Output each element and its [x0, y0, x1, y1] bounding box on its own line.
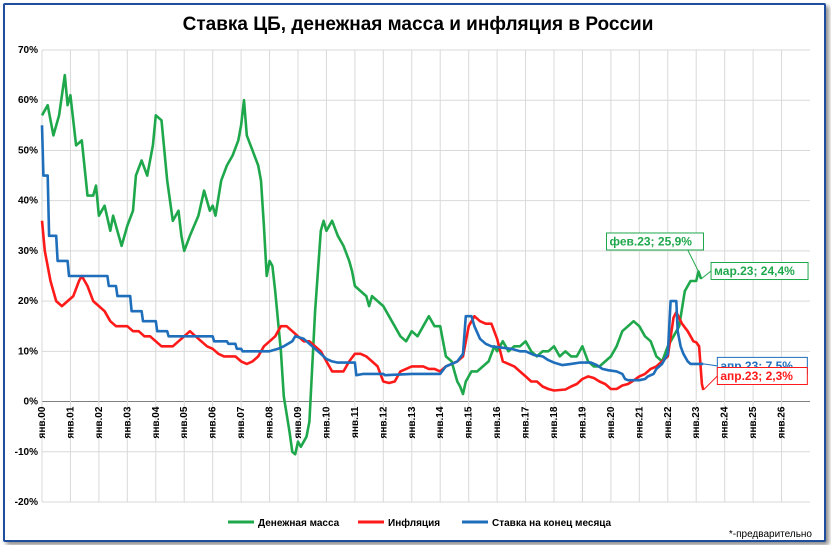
- legend-label: Денежная масса: [258, 518, 340, 529]
- x-tick-label: янв.05: [179, 406, 190, 438]
- x-tick-label: янв.03: [122, 406, 133, 438]
- y-tick-label: -20%: [15, 497, 38, 508]
- x-tick-label: янв.13: [407, 406, 418, 438]
- y-tick-label: 10%: [18, 346, 38, 357]
- series-line-2: [40, 220, 705, 392]
- annotation-leader: [700, 270, 712, 280]
- x-tick-label: янв.17: [521, 406, 532, 438]
- data-annotations: фев.23; 25,9%мар.23; 24,4%апр.23; 7,5%ап…: [605, 232, 809, 391]
- x-tick-label: янв.24: [720, 406, 731, 438]
- x-axis-ticks: янв.00 янв.01 янв.02 янв.03 янв.04 янв.05 янв.…: [37, 406, 788, 438]
- x-tick-label: янв.11: [350, 406, 361, 438]
- x-tick-label: янв.04: [151, 406, 162, 438]
- annotation-leader: [702, 375, 718, 391]
- footnote: *-предварительно: [729, 529, 813, 540]
- y-tick-label: 70%: [18, 45, 38, 56]
- y-tick-label: 20%: [18, 296, 38, 307]
- annotation-label: апр.23; 2,3%: [720, 369, 793, 383]
- y-tick-label: 40%: [18, 196, 38, 207]
- x-tick-label: янв.23: [691, 406, 702, 438]
- x-tick-label: янв.01: [65, 406, 76, 438]
- x-tick-label: янв.26: [777, 406, 788, 438]
- annotation-label: фев.23; 25,9%: [609, 234, 692, 248]
- y-tick-label: 60%: [18, 95, 38, 106]
- x-tick-label: янв.06: [208, 406, 219, 438]
- x-tick-label: янв.02: [94, 406, 105, 438]
- legend: Денежная масса Инфляция Ставка на конец ме…: [228, 517, 612, 529]
- x-tick-label: янв.16: [492, 406, 503, 438]
- x-tick-label: янв.15: [464, 406, 475, 438]
- x-tick-label: янв.14: [435, 406, 446, 438]
- series-line-3: [40, 125, 704, 382]
- x-tick-label: янв.25: [748, 406, 759, 438]
- y-axis-ticks: -20% -10% 0% 10% 20% 30% 40% 50% 60% 70%: [15, 45, 38, 508]
- series-line-1: [40, 73, 703, 456]
- x-tick-label: янв.20: [606, 406, 617, 438]
- x-tick-label: янв.21: [634, 406, 645, 438]
- annotation-box: [710, 262, 809, 281]
- x-tick-label: янв.08: [265, 406, 276, 438]
- annotation-box: [605, 232, 704, 251]
- annotation-box: [716, 367, 808, 386]
- y-tick-label: -10%: [15, 447, 38, 458]
- x-tick-label: янв.22: [663, 406, 674, 438]
- annotation-leader: [703, 363, 718, 367]
- series-lines: [40, 73, 705, 456]
- x-tick-label: янв.18: [549, 406, 560, 438]
- x-tick-label: янв.00: [37, 406, 48, 438]
- y-tick-label: 30%: [18, 246, 38, 257]
- legend-label: Инфляция: [388, 517, 440, 529]
- y-tick-label: 0%: [24, 397, 39, 408]
- annotation-label: мар.23; 24,4%: [714, 264, 795, 278]
- y-tick-label: 50%: [18, 145, 38, 156]
- x-tick-label: янв.12: [378, 406, 389, 438]
- legend-label: Ставка на конец месяца: [492, 518, 612, 529]
- x-tick-label: янв.09: [293, 406, 304, 438]
- x-tick-label: янв.10: [321, 406, 332, 438]
- chart-title: Ставка ЦБ, денежная масса и инфляция в Р…: [183, 14, 654, 35]
- x-tick-label: янв.19: [577, 406, 588, 438]
- x-tick-label: янв.07: [236, 406, 247, 438]
